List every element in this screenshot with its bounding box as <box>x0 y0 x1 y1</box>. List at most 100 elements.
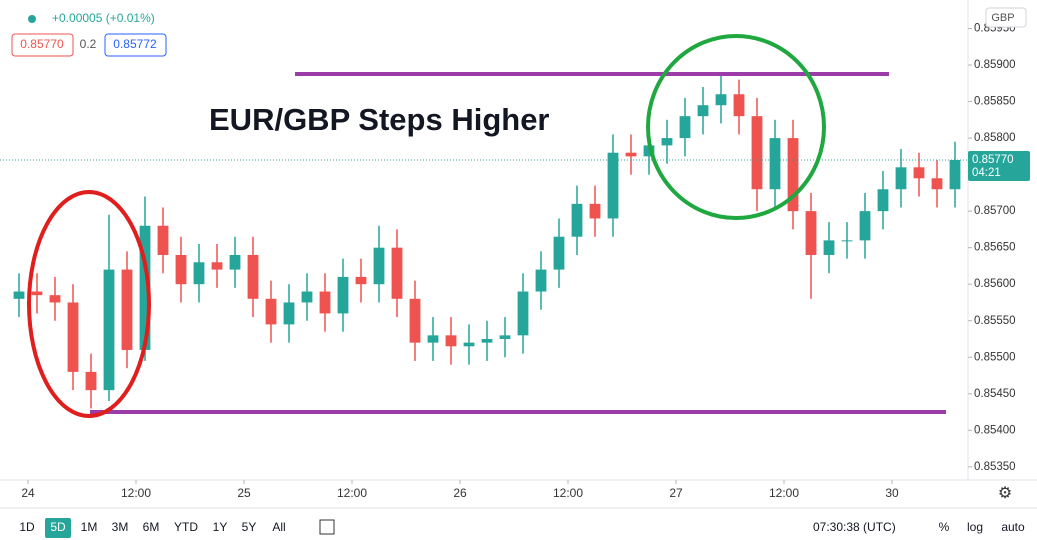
candle-body <box>373 247 385 285</box>
candle-body <box>427 335 439 343</box>
candle-body <box>895 167 907 190</box>
range-button[interactable]: 1M <box>81 520 98 534</box>
log-toggle[interactable]: log <box>967 520 983 534</box>
range-button[interactable]: All <box>272 520 285 534</box>
candle-body <box>175 254 187 285</box>
y-tick-label: 0.85950 <box>974 23 1016 35</box>
candle-body <box>679 116 691 139</box>
y-tick-label: 0.85450 <box>974 388 1016 400</box>
candle-body <box>337 276 349 314</box>
range-button[interactable]: 5Y <box>242 520 257 534</box>
candle-body <box>787 138 799 212</box>
last-price-tag <box>968 151 1030 181</box>
candle-body <box>571 203 583 237</box>
candle-body <box>355 276 367 285</box>
candle-body <box>661 138 673 146</box>
last-price-label: 0.85770 <box>972 154 1014 166</box>
candle-body <box>949 160 961 190</box>
y-tick-label: 0.85900 <box>974 59 1016 71</box>
candle-body <box>697 105 709 117</box>
settings-icon[interactable]: ⚙ <box>998 485 1012 502</box>
candle-body <box>535 269 547 292</box>
candle-body <box>517 291 529 336</box>
candle-body <box>589 203 601 219</box>
candle-body <box>301 291 313 303</box>
currency: GBP <box>991 12 1014 24</box>
spread: 0.2 <box>80 37 97 51</box>
clock: 07:30:38 (UTC) <box>813 520 896 534</box>
range-button[interactable]: 1D <box>19 520 35 534</box>
candle-body <box>247 254 259 299</box>
annotation: EUR/GBP Steps Higher <box>209 102 550 137</box>
red-circle <box>27 190 151 418</box>
date-range-icon[interactable] <box>319 519 335 535</box>
candle-body <box>85 371 97 391</box>
x-tick-label: 25 <box>237 486 251 500</box>
range-button[interactable]: 1Y <box>213 520 228 534</box>
x-tick-label: 27 <box>669 486 683 500</box>
candle-body <box>553 236 565 270</box>
change: +0.00005 (+0.01%) <box>52 11 155 25</box>
plot: 0.85350 0.85400 0.85450 0.85500 0.85550 0.856… <box>0 23 1030 500</box>
candle-body <box>31 291 43 296</box>
range-button[interactable]: 3M <box>112 520 129 534</box>
candle-body <box>859 211 871 241</box>
candle-body <box>841 240 853 242</box>
y-tick-label: 0.85700 <box>974 205 1016 217</box>
percent-toggle[interactable]: % <box>939 520 950 534</box>
range-button[interactable]: 5D <box>50 520 66 534</box>
candle-body <box>445 335 457 347</box>
ask-box[interactable] <box>104 33 167 57</box>
countdown: 04:21 <box>972 167 1001 179</box>
y-tick-label: 0.85650 <box>974 242 1016 254</box>
status-dot <box>28 15 36 23</box>
bid: 0.85770 <box>20 37 64 51</box>
candle-body <box>805 211 817 255</box>
y-tick-label: 0.85850 <box>974 96 1016 108</box>
x-tick-label: 12:00 <box>121 486 151 500</box>
candle-body <box>643 145 655 157</box>
y-tick-label: 0.85400 <box>974 424 1016 436</box>
candle-body <box>751 116 763 190</box>
candle-body <box>877 189 889 212</box>
range-active <box>45 518 71 538</box>
candle-body <box>67 302 79 372</box>
candle-body <box>139 225 151 350</box>
y-tick-label: 0.85500 <box>974 351 1016 363</box>
x-tick-label: 24 <box>21 486 35 500</box>
y-tick-label: 0.85600 <box>974 278 1016 290</box>
green-circle <box>646 34 826 220</box>
y-tick-label: 0.85800 <box>974 132 1016 144</box>
candle-body <box>319 291 331 314</box>
y-tick-label: 0.85550 <box>974 315 1016 327</box>
candle-body <box>283 302 295 325</box>
x-tick-label: 30 <box>885 486 899 500</box>
candle-body <box>265 298 277 325</box>
candle-body <box>733 94 745 117</box>
candle-body <box>409 298 421 343</box>
candle-body <box>481 338 493 343</box>
x-tick-label: 12:00 <box>337 486 367 500</box>
bid-box[interactable] <box>11 33 74 57</box>
candle-body <box>391 247 403 299</box>
candle-body <box>211 262 223 270</box>
candle-body <box>463 342 475 347</box>
candle-body <box>13 291 25 299</box>
toolbar: 07:30:38 (UTC) % log auto 1D 5D 1M 3M 6M YTD 1… <box>19 518 1025 538</box>
range-button[interactable]: YTD <box>174 520 198 534</box>
currency-box[interactable] <box>985 7 1027 28</box>
candle-body <box>499 335 511 339</box>
candle-body <box>193 262 205 285</box>
candle-body <box>607 152 619 219</box>
x-tick-label: 12:00 <box>769 486 799 500</box>
range-button[interactable]: 6M <box>143 520 160 534</box>
candle-body <box>913 167 925 179</box>
candle-body <box>715 94 727 106</box>
candle-body <box>49 295 61 303</box>
x-tick-label: 26 <box>453 486 467 500</box>
auto-toggle[interactable]: auto <box>1001 520 1025 534</box>
candle-body <box>931 178 943 190</box>
candle-body <box>157 225 169 255</box>
